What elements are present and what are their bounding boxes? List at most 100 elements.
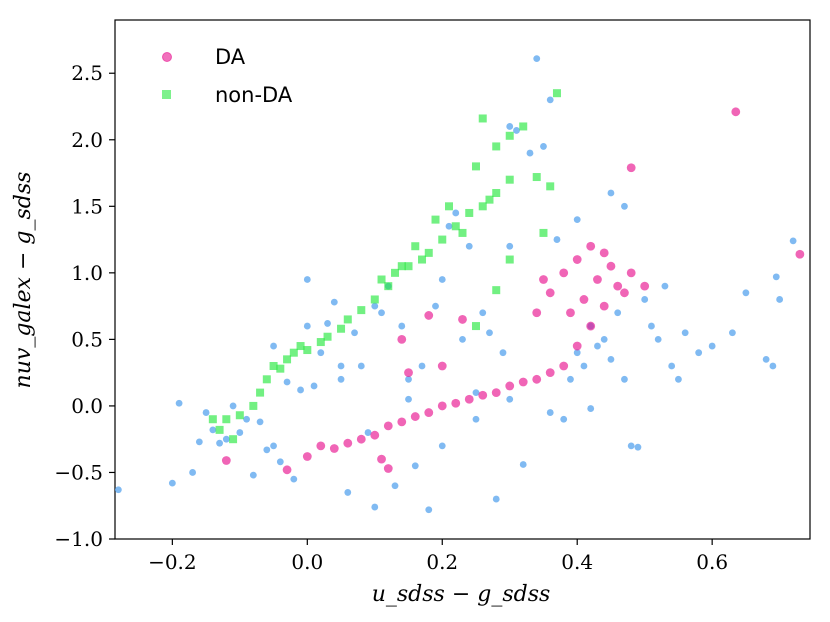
data-point <box>397 262 406 271</box>
data-point <box>221 456 231 465</box>
x-axis-label: u_sdss − g_sdss <box>372 582 551 607</box>
data-point <box>559 268 569 278</box>
data-point <box>506 242 514 250</box>
data-point <box>377 275 386 284</box>
data-point <box>418 362 426 370</box>
legend-label-non-da: non-DA <box>215 83 293 107</box>
data-point <box>505 175 514 184</box>
data-point <box>276 458 284 466</box>
data-point <box>351 329 358 337</box>
data-point <box>789 237 797 245</box>
data-point <box>472 389 480 397</box>
data-point <box>599 301 609 311</box>
data-point <box>486 329 493 337</box>
data-point <box>560 415 568 423</box>
data-point <box>776 296 784 303</box>
data-point <box>202 409 210 416</box>
data-point <box>283 355 292 364</box>
plot-frame <box>114 19 811 540</box>
data-point <box>229 402 237 410</box>
data-point <box>256 388 265 397</box>
data-point <box>769 362 777 370</box>
data-point <box>505 255 514 264</box>
data-point <box>506 123 514 130</box>
data-point <box>371 302 379 310</box>
data-point <box>337 324 346 333</box>
data-point <box>539 275 548 284</box>
data-point <box>532 374 542 384</box>
data-point <box>411 242 420 251</box>
x-tick-label: 0.2 <box>426 550 458 574</box>
data-point <box>729 329 736 337</box>
data-point <box>356 434 366 444</box>
data-point <box>445 222 453 230</box>
data-point <box>465 242 473 250</box>
data-point <box>357 306 366 315</box>
data-point <box>594 342 601 350</box>
data-point <box>410 412 420 421</box>
data-point <box>654 335 662 343</box>
data-point <box>573 216 581 224</box>
data-point <box>506 395 514 403</box>
x-tick-label: 0.4 <box>561 550 593 574</box>
data-point <box>209 426 217 434</box>
data-point <box>540 143 547 150</box>
data-point <box>371 503 379 511</box>
data-point <box>566 308 575 318</box>
y-tick-label: 2.0 <box>71 128 103 152</box>
data-point <box>290 475 298 483</box>
data-point <box>114 486 122 494</box>
data-point <box>168 479 176 487</box>
data-point <box>572 341 582 351</box>
data-point <box>364 429 372 436</box>
data-point <box>303 276 311 283</box>
data-point <box>289 348 298 357</box>
data-point <box>323 332 332 341</box>
data-point <box>235 411 244 420</box>
series-non-da <box>208 89 561 444</box>
data-point <box>424 408 434 417</box>
data-point <box>343 315 352 324</box>
series-all <box>114 55 797 514</box>
data-point <box>397 417 407 427</box>
y-tick-label: 1.5 <box>71 194 103 218</box>
data-point <box>404 368 413 378</box>
data-point <box>518 377 528 387</box>
data-point <box>337 362 345 370</box>
data-point <box>303 322 311 330</box>
data-point <box>438 276 446 283</box>
data-point <box>451 398 461 408</box>
data-point <box>681 329 689 337</box>
data-point <box>458 228 467 237</box>
data-point <box>411 462 419 470</box>
data-point <box>431 215 440 224</box>
data-point <box>613 281 623 291</box>
data-point <box>424 311 434 320</box>
data-point <box>378 309 385 317</box>
data-point <box>425 506 433 514</box>
data-point <box>675 375 682 383</box>
data-point <box>282 465 292 475</box>
data-point <box>627 442 635 450</box>
data-point <box>505 131 514 140</box>
data-point <box>296 342 305 351</box>
data-point <box>329 444 339 453</box>
series-da <box>221 107 805 475</box>
data-point <box>620 288 629 298</box>
data-point <box>695 349 703 357</box>
data-point <box>607 189 615 197</box>
data-point <box>545 288 555 298</box>
data-point <box>343 438 353 448</box>
data-point <box>297 386 304 394</box>
data-point <box>317 349 325 357</box>
data-point <box>324 320 331 327</box>
data-point <box>270 442 277 450</box>
data-point <box>532 308 542 318</box>
data-point <box>471 162 480 171</box>
data-point <box>614 309 622 317</box>
y-tick-label: 0.5 <box>71 327 103 351</box>
data-point <box>269 362 278 370</box>
data-point <box>567 375 574 383</box>
data-point <box>316 338 325 347</box>
data-point <box>303 346 312 355</box>
